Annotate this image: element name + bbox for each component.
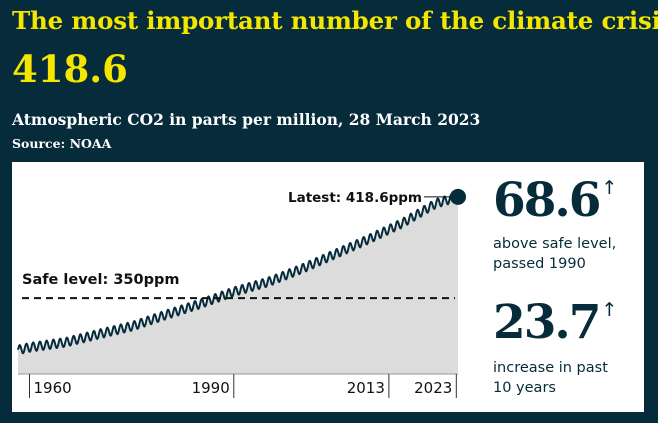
stat-above-safe: 68.6 ↑ above safe level, passed 1990: [493, 176, 617, 274]
co2-chart: Safe level: 350ppm 1960 1990 2013 2023 Late…: [17, 188, 466, 398]
stat-above-safe-caption: above safe level, passed 1990: [493, 234, 617, 274]
stat-above-safe-caption-line: passed 1990: [493, 256, 586, 272]
chart-subtitle: Atmospheric CO2 in parts per million, 28…: [12, 110, 481, 129]
x-axis-ticks: 1960 1990 2013 2023: [28, 374, 457, 398]
stat-decade-increase: 23.7 ↑ increase in past 10 years: [493, 298, 617, 398]
stat-decade-increase-value: 23.7: [493, 295, 601, 350]
chart-panel: Safe level: 350ppm 1960 1990 2013 2023 Late…: [12, 162, 644, 412]
headline: The most important number of the climate…: [12, 6, 658, 35]
x-tick-label-1960: 1960: [33, 379, 71, 397]
latest-label: Latest: 418.6ppm: [288, 190, 422, 206]
headline-value: 418.6: [12, 47, 128, 91]
up-arrow-icon: ↑: [601, 177, 618, 199]
x-tick-label-2013: 2013: [347, 379, 385, 397]
stat-above-safe-value: 68.6: [493, 173, 601, 228]
x-tick-label-2023: 2023: [414, 379, 452, 397]
x-tick-label-1990: 1990: [192, 379, 230, 397]
stat-decade-increase-caption-line: increase in past: [493, 360, 608, 376]
co2-line: [17, 191, 459, 355]
co2-area: [18, 192, 458, 374]
stat-decade-increase-caption-line: 10 years: [493, 380, 556, 396]
up-arrow-icon: ↑: [601, 299, 618, 321]
latest-point: [450, 188, 466, 205]
safe-level-label: Safe level: 350ppm: [22, 272, 179, 288]
stat-decade-increase-caption: increase in past 10 years: [493, 358, 617, 398]
chart-source: Source: NOAA: [12, 136, 112, 151]
stat-above-safe-caption-line: above safe level,: [493, 236, 617, 252]
